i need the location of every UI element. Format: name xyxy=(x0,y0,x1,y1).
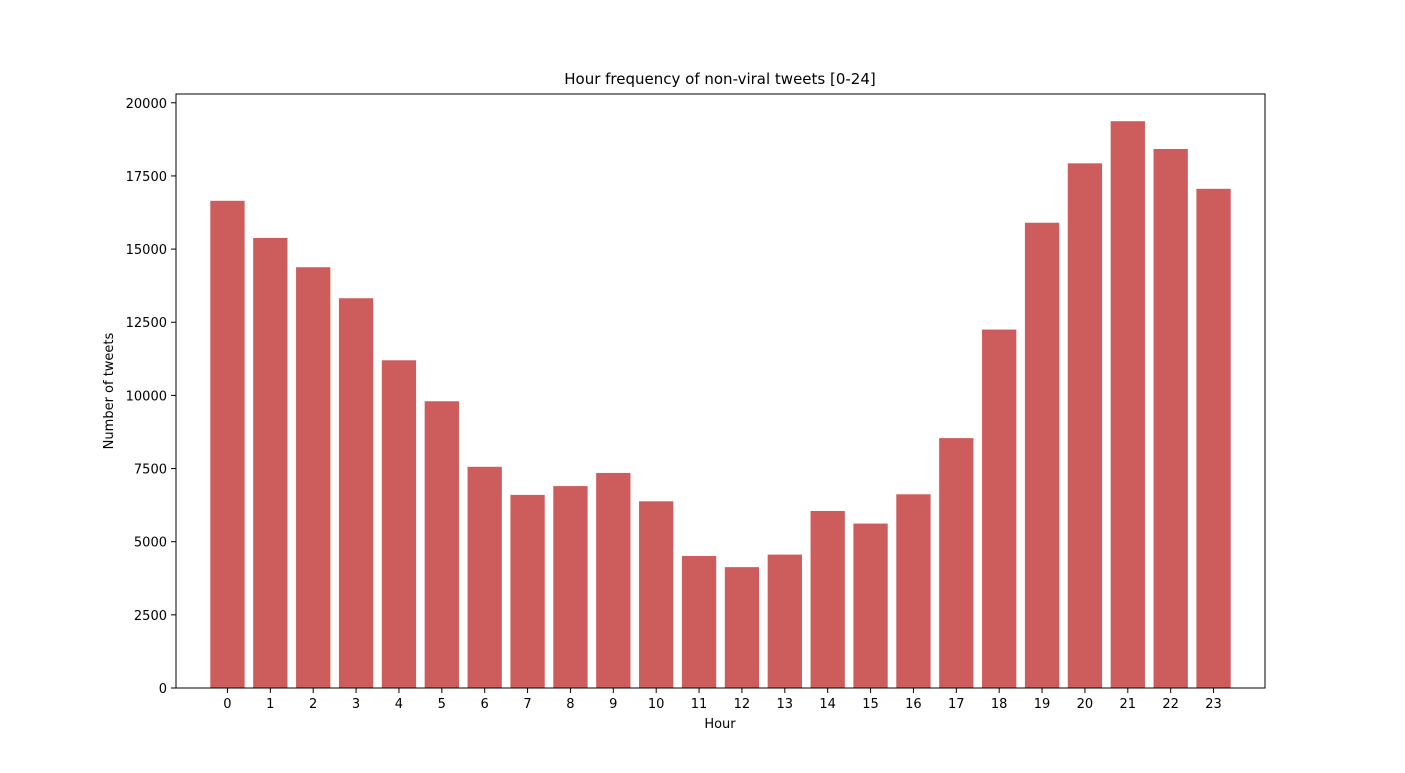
y-tick-label: 17500 xyxy=(126,170,167,185)
bar-hour-6 xyxy=(467,466,502,688)
x-tick-label: 14 xyxy=(819,697,836,712)
y-tick-label: 10000 xyxy=(126,389,167,404)
x-tick-label: 22 xyxy=(1162,697,1179,712)
chart-title: Hour frequency of non-viral tweets [0-24… xyxy=(564,70,875,88)
bar-hour-21 xyxy=(1110,121,1145,688)
x-tick-label: 12 xyxy=(734,697,751,712)
bar-hour-1 xyxy=(253,237,288,688)
y-tick-label: 7500 xyxy=(134,463,167,478)
bar-hour-3 xyxy=(338,298,374,688)
x-tick-label: 17 xyxy=(948,697,965,712)
x-tick-label: 3 xyxy=(352,697,360,712)
x-tick-label: 13 xyxy=(777,697,794,712)
x-tick-label: 18 xyxy=(991,697,1008,712)
y-axis: 0 2500 5000 7500 10000 12500 15000 17500 20000 xyxy=(126,97,176,697)
y-tick-label: 12500 xyxy=(126,316,167,331)
bar-hour-13 xyxy=(767,554,802,688)
bar-hour-23 xyxy=(1196,188,1231,688)
bar-hour-17 xyxy=(939,438,974,688)
bar-hour-5 xyxy=(424,401,459,688)
bar-hour-15 xyxy=(853,523,888,688)
bar-hour-11 xyxy=(681,556,717,688)
x-tick-label: 9 xyxy=(609,697,617,712)
bar-hour-4 xyxy=(381,360,417,688)
y-tick-label: 15000 xyxy=(126,243,167,258)
bar-hour-18 xyxy=(982,329,1017,688)
x-tick-label: 11 xyxy=(691,697,708,712)
x-tick-label: 21 xyxy=(1120,697,1137,712)
bar-hour-10 xyxy=(639,501,674,688)
x-tick-label: 19 xyxy=(1034,697,1051,712)
x-tick-label: 8 xyxy=(566,697,574,712)
bar-hour-7 xyxy=(510,494,545,688)
bar-hour-22 xyxy=(1153,149,1188,688)
y-tick-label: 5000 xyxy=(134,536,167,551)
bars-group xyxy=(210,121,1231,689)
x-tick-label: 5 xyxy=(438,697,446,712)
x-tick-label: 16 xyxy=(905,697,922,712)
bar-hour-0 xyxy=(210,200,245,689)
x-tick-label: 15 xyxy=(862,697,879,712)
bar-hour-12 xyxy=(724,567,760,688)
bar-hour-2 xyxy=(296,267,331,688)
bar-hour-16 xyxy=(896,494,931,688)
x-tick-label: 2 xyxy=(309,697,317,712)
x-tick-label: 20 xyxy=(1077,697,1094,712)
y-axis-label: Number of tweets xyxy=(102,332,117,449)
bar-hour-20 xyxy=(1067,163,1103,689)
bar-hour-9 xyxy=(596,472,631,688)
bar-hour-14 xyxy=(810,510,845,688)
x-tick-label: 10 xyxy=(648,697,665,712)
y-tick-label: 2500 xyxy=(134,609,167,624)
x-tick-label: 7 xyxy=(523,697,531,712)
y-tick-label: 0 xyxy=(159,682,167,697)
x-axis-label: Hour xyxy=(704,717,736,732)
bar-hour-19 xyxy=(1024,222,1060,688)
x-axis: 0 1 2 3 4 5 6 7 8 9 10 11 12 13 14 15 16 17 18 19 20 21 22 23 xyxy=(223,688,1222,712)
x-tick-label: 6 xyxy=(481,697,489,712)
plot-frame xyxy=(175,93,1266,689)
y-tick-label: 20000 xyxy=(126,97,167,112)
x-tick-label: 0 xyxy=(223,697,231,712)
x-tick-label: 4 xyxy=(395,697,403,712)
bar-hour-8 xyxy=(553,486,588,688)
x-tick-label: 23 xyxy=(1205,697,1222,712)
x-tick-label: 1 xyxy=(266,697,274,712)
